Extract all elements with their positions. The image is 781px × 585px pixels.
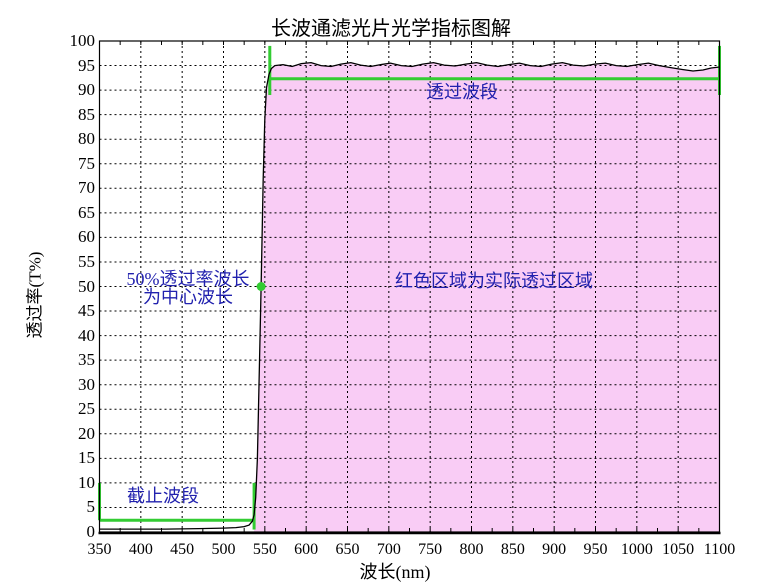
- x-tick-label: 750: [418, 541, 443, 558]
- x-tick-label: 950: [583, 541, 608, 558]
- y-tick-label: 50: [78, 276, 95, 296]
- y-tick-label: 20: [78, 423, 95, 443]
- half-transmittance-marker: [256, 282, 266, 291]
- y-tick-label: 65: [78, 202, 95, 222]
- transmittance-curve: [99, 61, 720, 530]
- y-tick-label: 90: [78, 80, 95, 100]
- x-tick-label: 350: [87, 541, 112, 558]
- x-tick-label: 500: [211, 541, 236, 558]
- y-tick-label: 35: [78, 350, 95, 370]
- x-tick-label: 1100: [703, 541, 736, 558]
- x-tick-label: 600: [294, 541, 319, 558]
- x-tick-label: 550: [252, 541, 277, 558]
- x-tick-label: 800: [459, 541, 484, 558]
- y-tick-label: 45: [78, 301, 95, 321]
- x-tick-label: 1000: [620, 541, 653, 558]
- y-tick-label: 70: [78, 178, 95, 198]
- y-tick-label: 95: [78, 55, 95, 75]
- x-tick-label: 450: [170, 541, 195, 558]
- x-tick-label: 400: [128, 541, 153, 558]
- y-tick-label: 60: [78, 227, 95, 247]
- center-wavelength-label-line2: 为中心波长: [143, 287, 233, 307]
- x-tick-label: 700: [376, 541, 401, 558]
- y-tick-label: 30: [78, 374, 95, 394]
- y-tick-label: 40: [78, 325, 95, 345]
- x-tick-label: 900: [542, 541, 567, 558]
- x-tick-label: 850: [500, 541, 525, 558]
- chart-title: 长波通滤光片光学指标图解: [271, 18, 511, 40]
- y-tick-label: 55: [78, 251, 95, 271]
- cutoff-band-label: 截止波段: [127, 486, 199, 506]
- y-tick-label: 0: [86, 522, 96, 541]
- y-tick-label: 25: [78, 399, 95, 419]
- red-region-label: 红色区域为实际透过区域: [395, 271, 593, 291]
- x-tick-label: 650: [335, 541, 360, 558]
- passband-label: 透过波段: [426, 82, 498, 102]
- y-tick-label: 80: [78, 129, 95, 149]
- center-wavelength-label: 50%透过率波长 为中心波长: [127, 270, 250, 306]
- y-tick-label: 5: [86, 497, 96, 517]
- y-tick-label: 75: [78, 153, 95, 173]
- center-wavelength-label-line1: 50%透过率波长: [126, 269, 250, 289]
- y-tick-label: 15: [78, 448, 95, 468]
- y-tick-label: 100: [69, 31, 96, 50]
- x-axis-title: 波长(nm): [359, 562, 431, 582]
- x-tick-label: 1050: [662, 541, 695, 558]
- y-tick-label: 85: [78, 104, 95, 124]
- pass-region-fill: [254, 62, 720, 532]
- y-tick-label: 10: [78, 472, 95, 492]
